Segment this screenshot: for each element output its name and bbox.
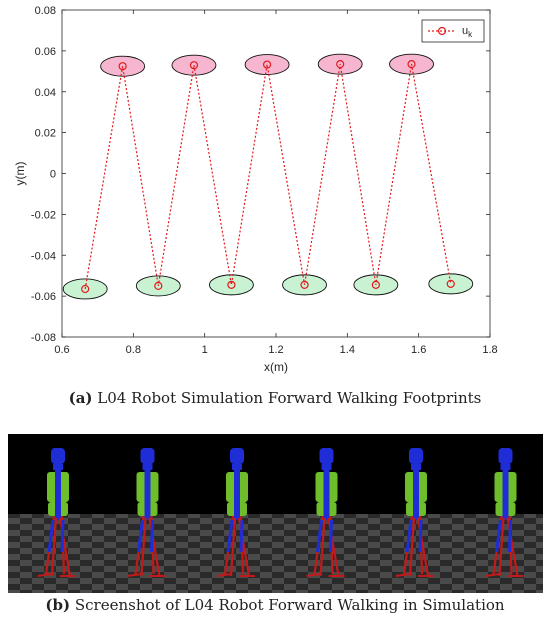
axis-ticks: 0.6 0.8 1 1.2 1.4 1.6 1.8 -0.08 -0.06 -0.04 -0.02 0… bbox=[31, 5, 498, 356]
robot-spine bbox=[144, 470, 151, 520]
robot-neck bbox=[321, 464, 332, 470]
legend-entry-label: uk bbox=[462, 25, 473, 39]
footprint-right-10 bbox=[428, 273, 474, 295]
caption-a: (a) L04 Robot Simulation Forward Walking… bbox=[0, 389, 550, 407]
data-point-9 bbox=[407, 60, 416, 69]
robot-shin bbox=[418, 519, 423, 553]
footprint-chart: 0.6 0.8 1 1.2 1.4 1.6 1.8 -0.08 -0.06 -0.04 -0.02 0… bbox=[13, 5, 498, 374]
robot-leg bbox=[140, 517, 147, 577]
sky-background bbox=[8, 434, 543, 514]
data-point-3 bbox=[189, 61, 199, 70]
robot-3 bbox=[216, 448, 255, 577]
caption-b: (b) Screenshot of L04 Robot Forward Walk… bbox=[0, 596, 550, 614]
robot-foot bbox=[306, 573, 321, 577]
robot-spine bbox=[502, 470, 509, 520]
robot-6 bbox=[485, 448, 524, 577]
robot-head bbox=[51, 448, 65, 464]
robot-leg bbox=[319, 517, 326, 577]
robot-neck bbox=[232, 464, 242, 470]
robot-head bbox=[498, 448, 513, 464]
robot-head bbox=[230, 448, 244, 464]
robot-shin bbox=[508, 519, 512, 553]
y-tick-label: -0.04 bbox=[31, 250, 56, 262]
robot-shin bbox=[60, 519, 65, 553]
robot-spine bbox=[323, 470, 330, 520]
robot-leg bbox=[498, 517, 505, 577]
y-tick-label: 0.04 bbox=[35, 87, 56, 99]
robot-spine bbox=[55, 470, 61, 520]
robot-foot bbox=[127, 573, 142, 577]
legend-marker bbox=[437, 26, 447, 36]
robots bbox=[37, 448, 524, 577]
x-tick-label: 1 bbox=[202, 344, 208, 356]
caption-a-text: L04 Robot Simulation Forward Walking Foo… bbox=[92, 389, 482, 407]
robot-shin bbox=[316, 519, 323, 553]
x-tick-label: 1.8 bbox=[482, 344, 497, 356]
y-tick-label: 0 bbox=[50, 169, 56, 181]
robot-2 bbox=[127, 448, 166, 577]
y-tick-label: -0.06 bbox=[31, 291, 56, 303]
simulation-screenshot bbox=[8, 434, 543, 593]
robot-shin bbox=[226, 519, 234, 553]
robot-head bbox=[409, 448, 423, 464]
x-tick-label: 1.2 bbox=[268, 344, 283, 356]
robot-leg bbox=[229, 517, 237, 577]
y-axis-label: y(m) bbox=[13, 162, 27, 186]
footprint-left-5 bbox=[244, 54, 290, 76]
robot-neck bbox=[142, 464, 153, 470]
robot-foot bbox=[395, 573, 411, 577]
y-tick-label: 0.08 bbox=[35, 5, 56, 17]
y-tick-label: -0.02 bbox=[31, 209, 56, 221]
robot-foot bbox=[485, 573, 500, 577]
caption-b-letter: (b) bbox=[45, 596, 71, 614]
y-tick-label: 0.02 bbox=[35, 128, 56, 140]
robot-shin bbox=[405, 519, 413, 553]
caption-a-letter: (a) bbox=[68, 389, 93, 407]
footprint-right-4 bbox=[208, 274, 254, 296]
robot-neck bbox=[411, 464, 421, 470]
robot-shin bbox=[150, 519, 154, 553]
caption-b-text: Screenshot of L04 Robot Forward Walking … bbox=[70, 596, 505, 614]
robot-spine bbox=[234, 470, 240, 520]
robot-spine bbox=[413, 470, 419, 520]
robot-shin bbox=[329, 519, 333, 553]
robot-leg bbox=[50, 517, 58, 577]
x-axis-label: x(m) bbox=[264, 360, 288, 374]
robot-neck bbox=[500, 464, 511, 470]
data-point-7 bbox=[336, 60, 345, 69]
legend: uk bbox=[421, 19, 485, 43]
data-point-0 bbox=[81, 284, 90, 294]
checker-floor bbox=[8, 514, 543, 593]
x-tick-label: 0.8 bbox=[126, 344, 141, 356]
robot-foot bbox=[37, 573, 53, 577]
robot-foot bbox=[216, 573, 232, 577]
data-point-2 bbox=[154, 281, 163, 291]
robot-leg bbox=[408, 517, 416, 577]
data-point-5 bbox=[262, 60, 272, 69]
data-point-6 bbox=[300, 280, 309, 289]
robot-shin bbox=[239, 519, 244, 553]
robot-head bbox=[319, 448, 334, 464]
robot-shin bbox=[137, 519, 144, 553]
data-point-10 bbox=[446, 279, 455, 288]
x-tick-label: 0.6 bbox=[54, 344, 69, 356]
x-tick-label: 1.6 bbox=[411, 344, 426, 356]
data-point-1 bbox=[118, 62, 127, 71]
robot-shin bbox=[47, 519, 55, 553]
data-point-8 bbox=[371, 280, 380, 289]
data-point-4 bbox=[227, 280, 236, 289]
x-tick-label: 1.4 bbox=[340, 344, 355, 356]
trajectory-series bbox=[81, 60, 455, 294]
robot-4 bbox=[306, 448, 345, 577]
y-tick-label: -0.08 bbox=[31, 332, 56, 344]
robot-5 bbox=[395, 448, 434, 577]
robot-neck bbox=[53, 464, 63, 470]
y-tick-label: 0.06 bbox=[35, 46, 56, 58]
robot-shin bbox=[495, 519, 502, 553]
robot-1 bbox=[37, 448, 76, 577]
robot-head bbox=[140, 448, 155, 464]
